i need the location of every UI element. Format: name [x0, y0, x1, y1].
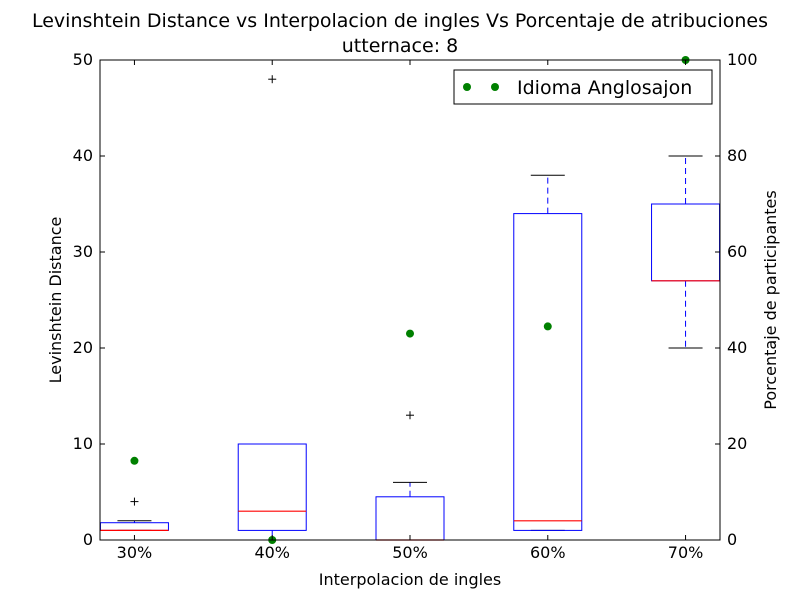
- y-left-tick-label: 50: [73, 50, 93, 69]
- box-60pct-body: [513, 213, 583, 531]
- box-50pct-outlier-0: [406, 411, 414, 420]
- y-axis-right-label: Porcentaje de participantes: [761, 190, 780, 409]
- box-40pct-outlier-0: [268, 75, 277, 84]
- series-point-60pct: [543, 322, 552, 331]
- chart-subtitle: utternace: 8: [342, 35, 458, 57]
- x-tick-label: 40%: [254, 543, 290, 562]
- series-point-30pct: [130, 456, 139, 465]
- y-right-tick-label: 40: [727, 338, 747, 357]
- y-left-tick-label: 20: [73, 338, 93, 357]
- plot-frame: [99, 59, 721, 541]
- y-right-tick-label: 0: [727, 530, 737, 549]
- y-left-tick-label: 30: [73, 242, 93, 261]
- x-tick-label: 50%: [392, 543, 428, 562]
- legend-marker: [463, 83, 471, 91]
- legend: Idioma Anglosajon: [453, 69, 713, 105]
- box-30pct-outlier-0: [130, 497, 139, 506]
- y-axis-left-label: Levinshtein Distance: [46, 217, 65, 384]
- legend-marker: [491, 83, 499, 91]
- axes: 30% 40% 50% 60% 70% 0 10 20 30 40 50 0 20 40 60 80 100: [73, 50, 758, 562]
- series-point-50pct: [406, 329, 414, 338]
- y-left-tick-label: 10: [73, 434, 93, 453]
- box-70pct-body: [651, 203, 721, 282]
- y-left-tick-label: 40: [73, 146, 93, 165]
- box-40pct-body: [237, 443, 307, 531]
- y-right-tick-label: 60: [727, 242, 747, 261]
- y-right-tick-label: 20: [727, 434, 747, 453]
- plot-area: [99, 56, 721, 544]
- box-30pct-body: [99, 522, 169, 531]
- box-50pct-body: [375, 496, 445, 541]
- x-tick-label: 30%: [117, 543, 153, 562]
- x-tick-label: 70%: [668, 543, 704, 562]
- x-axis-label: Interpolacion de ingles: [319, 570, 501, 589]
- y-left-tick-label: 0: [83, 530, 93, 549]
- y-right-tick-label: 100: [727, 50, 758, 69]
- chart-title: Levinshtein Distance vs Interpolacion de…: [32, 10, 768, 32]
- x-tick-label: 60%: [530, 543, 566, 562]
- legend-label: Idioma Anglosajon: [517, 77, 692, 99]
- y-right-tick-label: 80: [727, 146, 747, 165]
